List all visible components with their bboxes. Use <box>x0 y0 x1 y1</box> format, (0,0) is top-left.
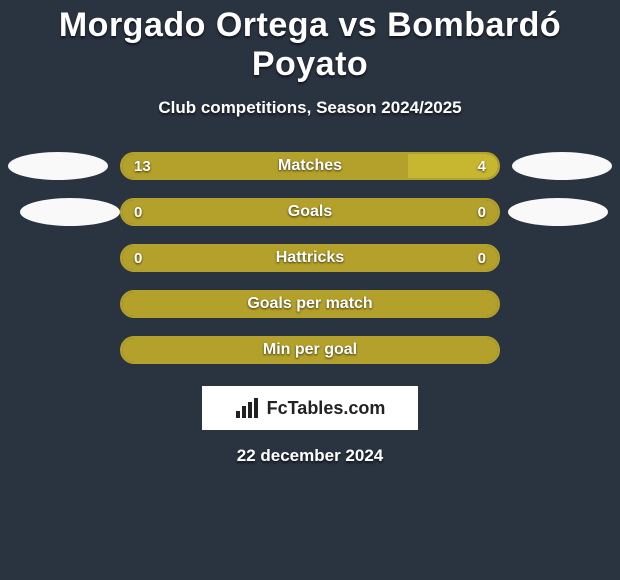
player2-avatar <box>508 198 608 226</box>
stat-label: Goals per match <box>122 292 498 316</box>
player2-avatar <box>512 152 612 180</box>
player1-avatar <box>20 198 120 226</box>
stat-label: Goals <box>122 200 498 224</box>
stat-row: 0 Goals 0 <box>0 198 620 226</box>
stat-bar-matches: 13 Matches 4 <box>120 152 500 180</box>
stat-bar-hattricks: 0 Hattricks 0 <box>120 244 500 272</box>
spacer <box>0 198 120 226</box>
stat-value-right: 0 <box>478 246 486 270</box>
source-logo-text: FcTables.com <box>267 398 386 419</box>
stat-row: 0 Hattricks 0 <box>0 244 620 272</box>
stats-container: 13 Matches 4 0 Goals 0 0 Hattricks 0 <box>0 152 620 364</box>
stat-bar-gpm: Goals per match <box>120 290 500 318</box>
stat-row: 13 Matches 4 <box>0 152 620 180</box>
stat-value-right: 0 <box>478 200 486 224</box>
page-title: Morgado Ortega vs Bombardó Poyato <box>0 0 620 84</box>
source-logo: FcTables.com <box>202 386 418 430</box>
stat-row: Goals per match <box>0 290 620 318</box>
stat-label: Hattricks <box>122 246 498 270</box>
stat-value-right: 4 <box>478 154 486 178</box>
spacer <box>500 198 620 226</box>
stat-row: Min per goal <box>0 336 620 364</box>
stat-label: Min per goal <box>122 338 498 362</box>
subtitle: Club competitions, Season 2024/2025 <box>0 98 620 118</box>
bars-icon <box>235 397 261 419</box>
stat-label: Matches <box>122 154 498 178</box>
date-label: 22 december 2024 <box>0 446 620 466</box>
player1-avatar <box>8 152 108 180</box>
stat-bar-mpg: Min per goal <box>120 336 500 364</box>
stat-bar-goals: 0 Goals 0 <box>120 198 500 226</box>
